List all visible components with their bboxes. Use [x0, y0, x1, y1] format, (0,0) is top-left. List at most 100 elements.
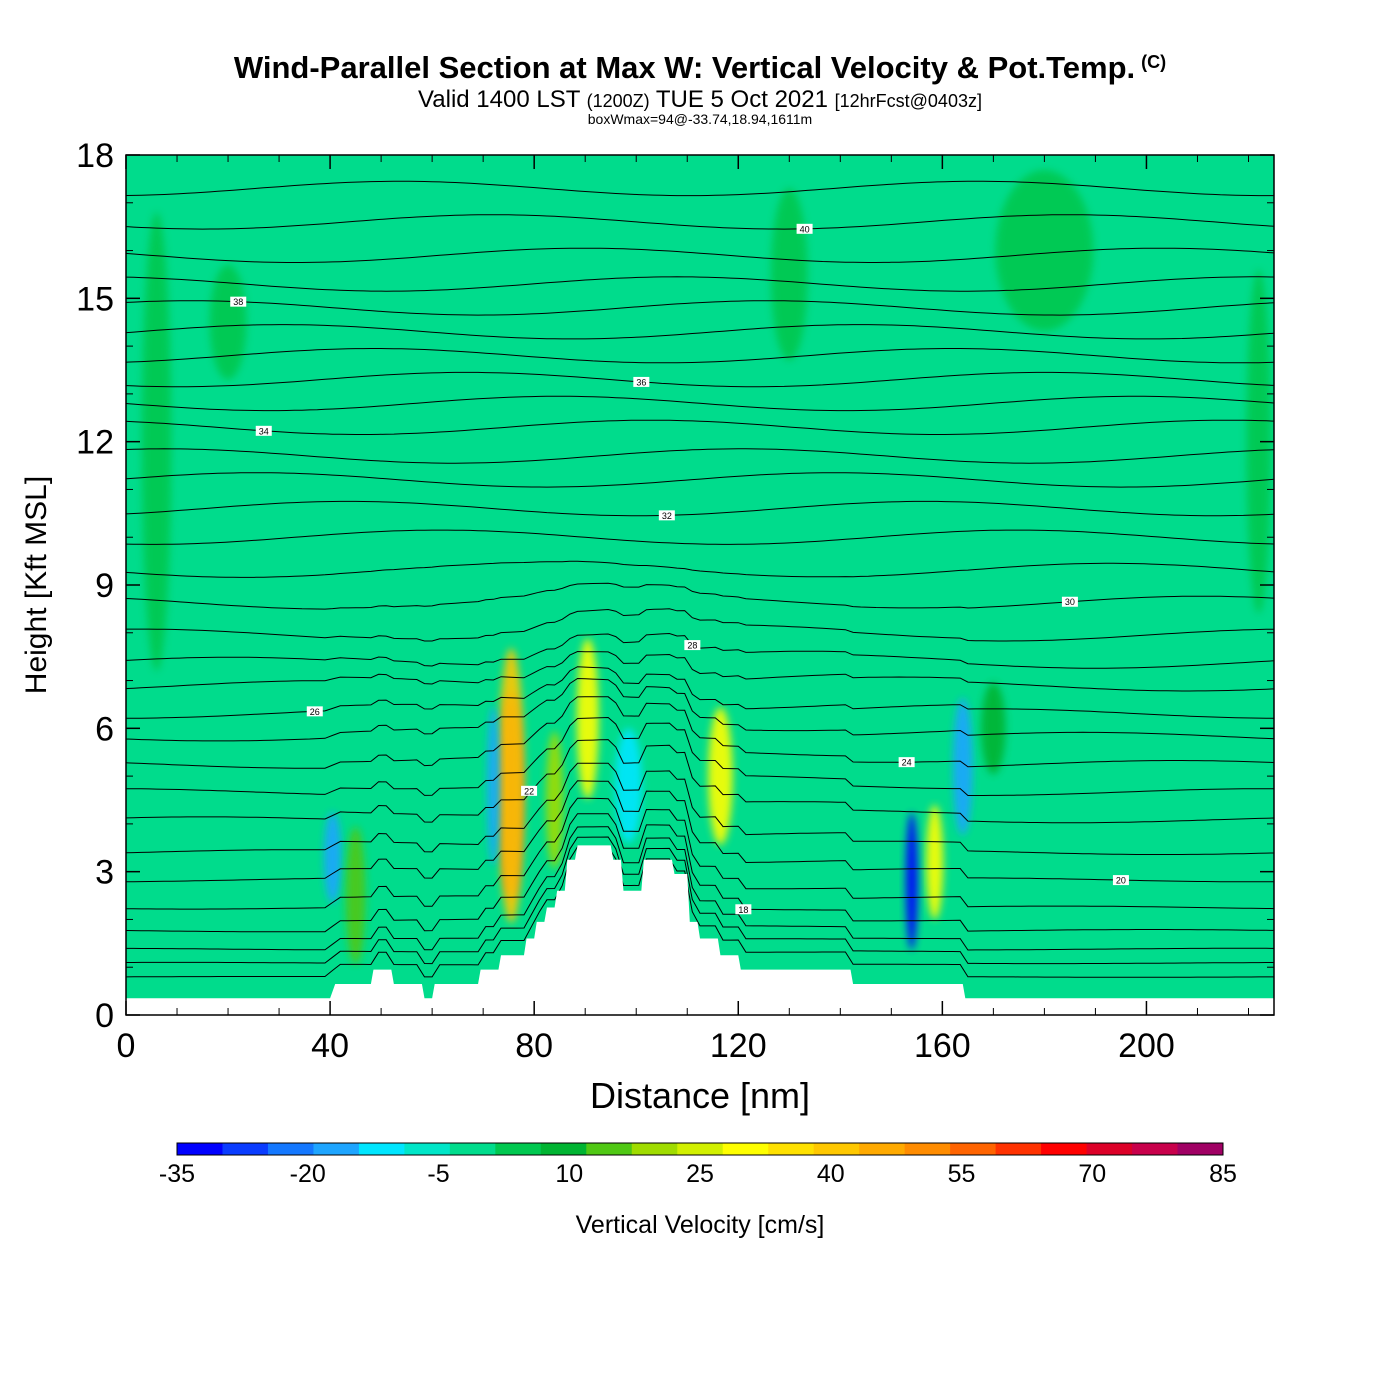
contour-label-bg	[1061, 596, 1078, 607]
contour-label-bg	[796, 223, 813, 234]
colorbar-tick-label: -35	[159, 1160, 195, 1188]
theta-contour	[126, 472, 1274, 488]
colorbar-swatch	[813, 1143, 860, 1155]
colorbar-swatch	[404, 1143, 451, 1155]
colorbar-swatch	[995, 1143, 1042, 1155]
velocity-cell	[1246, 269, 1271, 614]
colorbar-tick-label: -20	[290, 1160, 326, 1188]
y-tick-label: 3	[95, 854, 114, 892]
x-tick-label: 200	[1118, 1027, 1175, 1065]
colorbar-swatch	[859, 1143, 906, 1155]
utc-time: (1200Z)	[586, 91, 650, 111]
x-tick-label: 40	[311, 1027, 349, 1065]
colorbar-swatch	[1132, 1143, 1179, 1155]
x-tick-label: 80	[515, 1027, 553, 1065]
colorbar-swatch	[222, 1143, 269, 1155]
theta-contour	[126, 762, 1274, 855]
x-tick-label: 160	[914, 1027, 971, 1065]
theta-contour	[126, 813, 1274, 933]
chart-subtitle: Valid 1400 LST (1200Z) TUE 5 Oct 2021 [1…	[0, 86, 1400, 114]
velocity-cell	[487, 705, 500, 866]
colorbar-label: Vertical Velocity [cm/s]	[576, 1211, 825, 1239]
colorbar-swatch	[768, 1143, 815, 1155]
theta-contour	[126, 419, 1274, 435]
colorbar-swatch	[1177, 1143, 1224, 1155]
theta-contour	[126, 780, 1274, 883]
velocity-cell	[345, 826, 366, 965]
colorbar-swatch	[722, 1143, 769, 1155]
theta-contour	[126, 395, 1274, 412]
theta-contours: 18 20 22 24 26 28 30 32 34 36 38 40	[126, 180, 1274, 978]
velocity-cell	[708, 707, 733, 845]
contour-label-bg	[255, 425, 272, 436]
velocity-cell	[995, 170, 1094, 331]
contour-label: 38	[233, 297, 243, 307]
theta-contour	[126, 247, 1274, 263]
theta-contour	[126, 696, 1274, 769]
contour-label: 30	[1065, 597, 1075, 607]
theta-contour	[126, 582, 1274, 610]
theta-contour	[126, 448, 1274, 464]
contour-label-bg	[898, 757, 915, 768]
theta-contour	[126, 608, 1274, 642]
contour-label: 20	[1116, 876, 1126, 886]
contour-label-bg	[1112, 875, 1129, 886]
y-tick-label: 15	[76, 280, 114, 318]
chart-title-text: Wind-Parallel Section at Max W: Vertical…	[233, 50, 1136, 85]
velocity-cell	[770, 188, 808, 361]
contour-label: 18	[738, 905, 748, 915]
contour-label: 22	[524, 786, 534, 796]
y-tick-label: 18	[76, 137, 114, 175]
colorbar-swatch	[177, 1143, 223, 1155]
theta-contour	[126, 797, 1274, 910]
theta-contour	[126, 214, 1274, 230]
box-wmax-info: boxWmax=94@-33.74,18.94,1611m	[587, 111, 813, 127]
colorbar-tick-label: 10	[555, 1160, 583, 1188]
contour-label-bg	[230, 296, 247, 307]
velocity-cell	[926, 804, 944, 920]
contour-label-bg	[306, 706, 323, 717]
x-tick-label: 0	[117, 1027, 136, 1065]
velocity-cell	[952, 697, 973, 836]
velocity-cell	[981, 682, 1006, 775]
y-tick-label: 12	[76, 424, 114, 462]
colorbar-tick-label: 40	[817, 1160, 845, 1188]
theta-contour	[126, 677, 1274, 742]
theta-contour	[126, 836, 1274, 965]
colorbar-swatch	[631, 1143, 678, 1155]
valid-date: TUE 5 Oct 2021	[655, 86, 828, 113]
contour-label: 28	[687, 641, 697, 651]
colorbar-tick-label: 70	[1078, 1160, 1106, 1188]
contour-label-bg	[633, 376, 650, 387]
contour-label: 40	[800, 224, 810, 234]
velocity-cell	[615, 728, 643, 844]
theta-contour	[126, 324, 1274, 340]
colorbar-swatch	[950, 1143, 997, 1155]
colorbar: -35 -20 -5 10 25 40 55 70 85	[159, 1142, 1237, 1188]
theta-contour	[126, 650, 1274, 692]
colorbar-swatch	[586, 1143, 633, 1155]
contour-label-bg	[684, 640, 701, 651]
contour-label: 36	[636, 377, 646, 387]
x-tick-label: 120	[710, 1027, 767, 1065]
contour-label: 26	[310, 707, 320, 717]
contour-label-bg	[658, 510, 675, 521]
colorbar-swatch	[449, 1143, 496, 1155]
colorbar-tick-label: 55	[948, 1160, 976, 1188]
colorbar-swatch	[1041, 1143, 1088, 1155]
contour-label: 34	[259, 426, 269, 436]
colorbar-tick-label: 25	[686, 1160, 714, 1188]
contour-label: 24	[902, 758, 912, 768]
theta-contour	[126, 739, 1274, 824]
theta-contour	[126, 180, 1274, 197]
chart-title: Wind-Parallel Section at Max W: Vertical…	[0, 50, 1400, 86]
theta-contour	[126, 348, 1274, 364]
theta-contour	[126, 371, 1274, 388]
theta-contour	[126, 529, 1274, 545]
contour-label-bg	[735, 904, 752, 915]
x-axis-label: Distance [nm]	[590, 1075, 810, 1116]
velocity-cell	[324, 811, 342, 904]
colorbar-swatch	[677, 1143, 724, 1155]
theta-contour	[126, 500, 1274, 517]
